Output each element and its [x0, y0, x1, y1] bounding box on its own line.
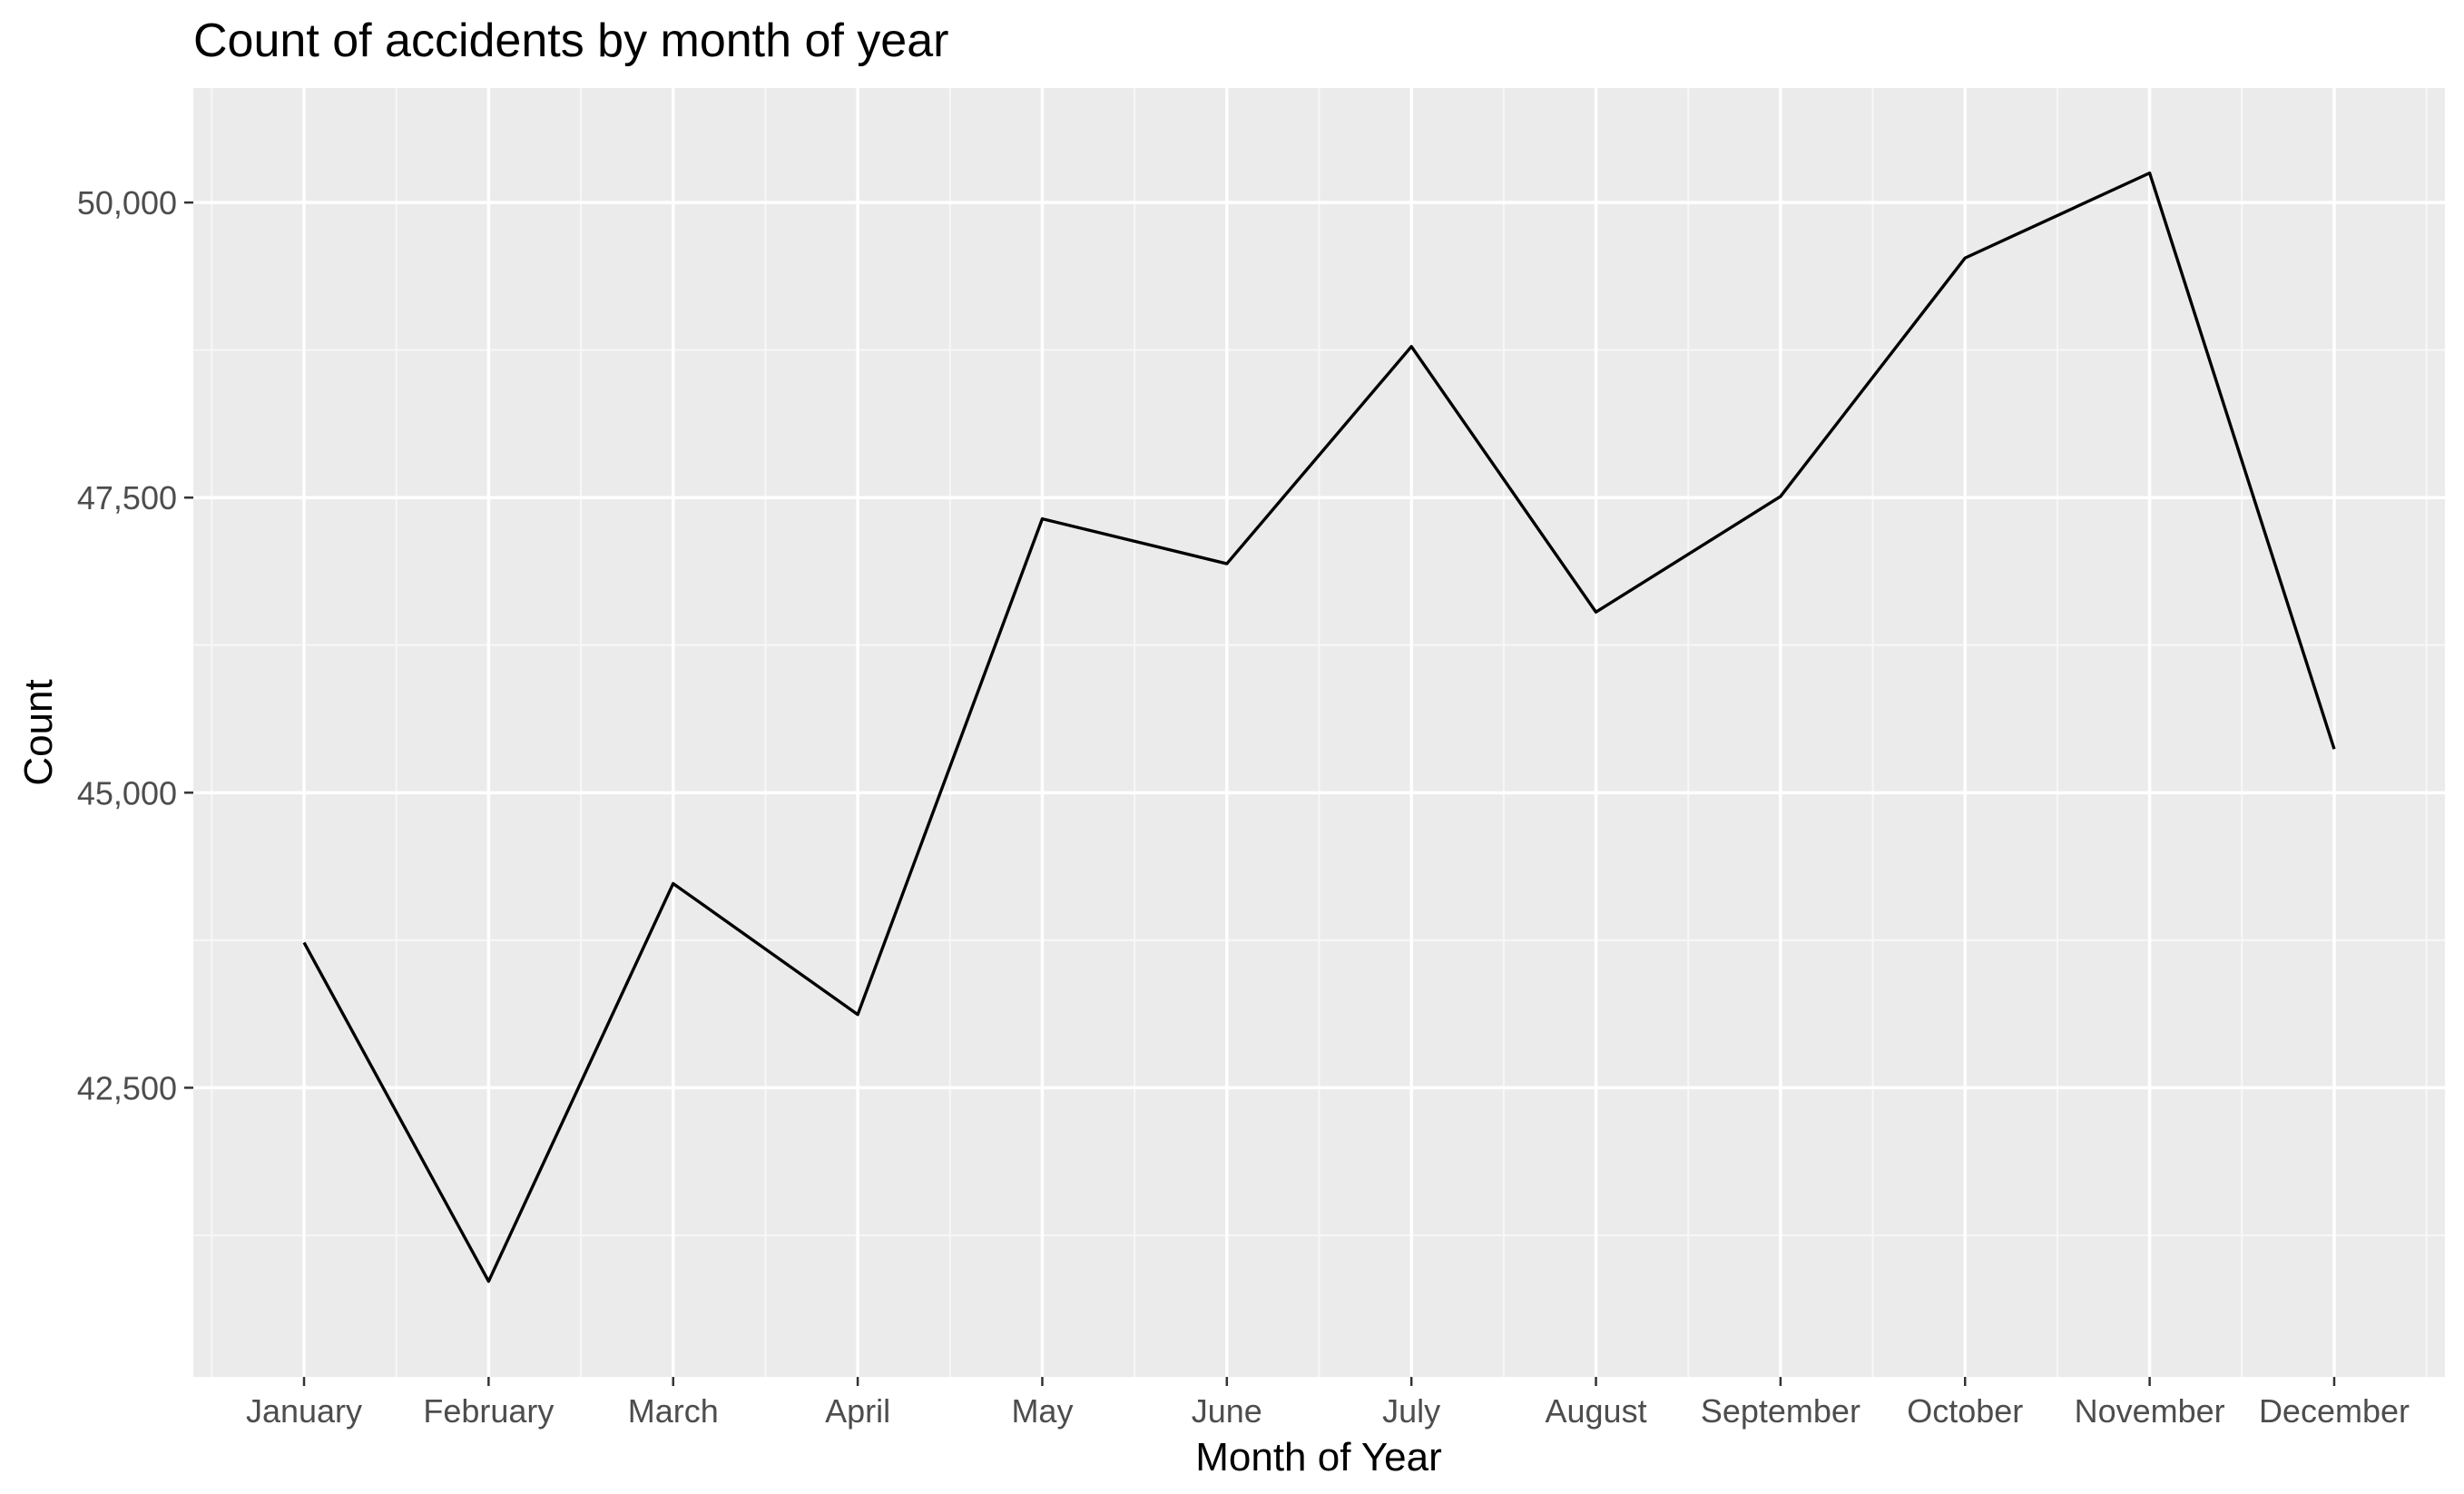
x-axis-title: Month of Year: [1195, 1435, 1442, 1479]
x-tick-label-august: August: [1546, 1392, 1647, 1430]
x-axis: January February March April May June July Augu…: [246, 1377, 2410, 1430]
minor-gridlines: [193, 88, 2445, 1377]
x-tick-label-september: September: [1701, 1392, 1860, 1430]
x-tick-label-november: November: [2075, 1392, 2225, 1430]
y-tick-label: 42,500: [77, 1069, 177, 1106]
chart-title: Count of accidents by month of year: [193, 15, 948, 67]
x-tick-label-june: June: [1192, 1392, 1262, 1430]
y-axis-title: Count: [16, 679, 61, 785]
major-gridlines: [193, 88, 2445, 1377]
x-tick-label-january: January: [246, 1392, 362, 1430]
y-axis: 42,500 45,000 47,500 50,000: [77, 184, 193, 1106]
x-tick-label-april: April: [825, 1392, 890, 1430]
x-tick-label-december: December: [2259, 1392, 2410, 1430]
series-line-count: [302, 171, 2336, 1283]
x-tick-label-july: July: [1382, 1392, 1440, 1430]
y-tick-label: 50,000: [77, 184, 177, 221]
y-tick-label: 45,000: [77, 774, 177, 811]
x-tick-label-october: October: [1907, 1392, 2023, 1430]
x-tick-label-march: March: [628, 1392, 719, 1430]
x-tick-label-february: February: [423, 1392, 554, 1430]
y-tick-label: 47,500: [77, 479, 177, 516]
x-tick-label-may: May: [1011, 1392, 1073, 1430]
